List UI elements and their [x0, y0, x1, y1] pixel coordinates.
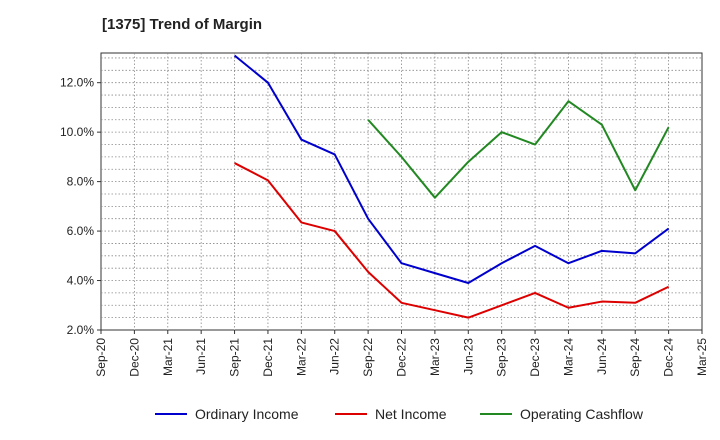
x-tick-label: Sep-23 [495, 338, 509, 377]
x-tick-label: Jun-21 [194, 338, 208, 375]
legend-label-net-income: Net Income [375, 406, 447, 422]
x-tick-label: Jun-24 [595, 338, 609, 375]
axes: 2.0% 4.0% 6.0% 8.0% 10.0% 12.0% Sep-20 Dec-20 Ma… [60, 76, 709, 377]
chart-title: [1375] Trend of Margin [102, 16, 263, 33]
x-tick-label: Jun-22 [328, 338, 342, 375]
x-tick-label: Mar-23 [428, 338, 442, 376]
series-lines [233, 54, 670, 319]
legend-label-ordinary-income: Ordinary Income [195, 406, 299, 422]
grid-lines [101, 53, 702, 330]
x-tick-label: Dec-21 [261, 338, 275, 377]
x-tick-label: Dec-23 [528, 338, 542, 377]
ordinary-income-line [233, 54, 670, 285]
legend-label-operating-cashflow: Operating Cashflow [520, 406, 644, 422]
y-tick-label: 12.0% [60, 76, 94, 90]
x-tick-label: Jun-23 [461, 338, 475, 375]
x-tick-label: Sep-21 [228, 338, 242, 377]
y-tick-label: 8.0% [67, 175, 95, 189]
x-tick-label: Sep-24 [628, 338, 642, 377]
y-tick-label: 2.0% [67, 323, 95, 337]
operating-cashflow-line [367, 100, 670, 199]
x-tick-label: Mar-21 [161, 338, 175, 376]
net-income-line [234, 162, 670, 319]
x-tick-label: Sep-22 [361, 338, 375, 377]
y-tick-label: 6.0% [67, 224, 95, 238]
y-tick-label: 10.0% [60, 125, 94, 139]
x-tick-label: Dec-20 [127, 338, 141, 377]
x-tick-label: Mar-24 [561, 338, 575, 376]
y-tick-label: 4.0% [67, 274, 95, 288]
x-tick-label: Dec-22 [395, 338, 409, 377]
legend: Ordinary Income Net Income Operating Cashf… [155, 406, 644, 422]
x-tick-label: Mar-25 [695, 338, 709, 376]
x-tick-label: Mar-22 [294, 338, 308, 376]
x-tick-label: Sep-20 [94, 338, 108, 377]
x-tick-label: Dec-24 [662, 338, 676, 377]
